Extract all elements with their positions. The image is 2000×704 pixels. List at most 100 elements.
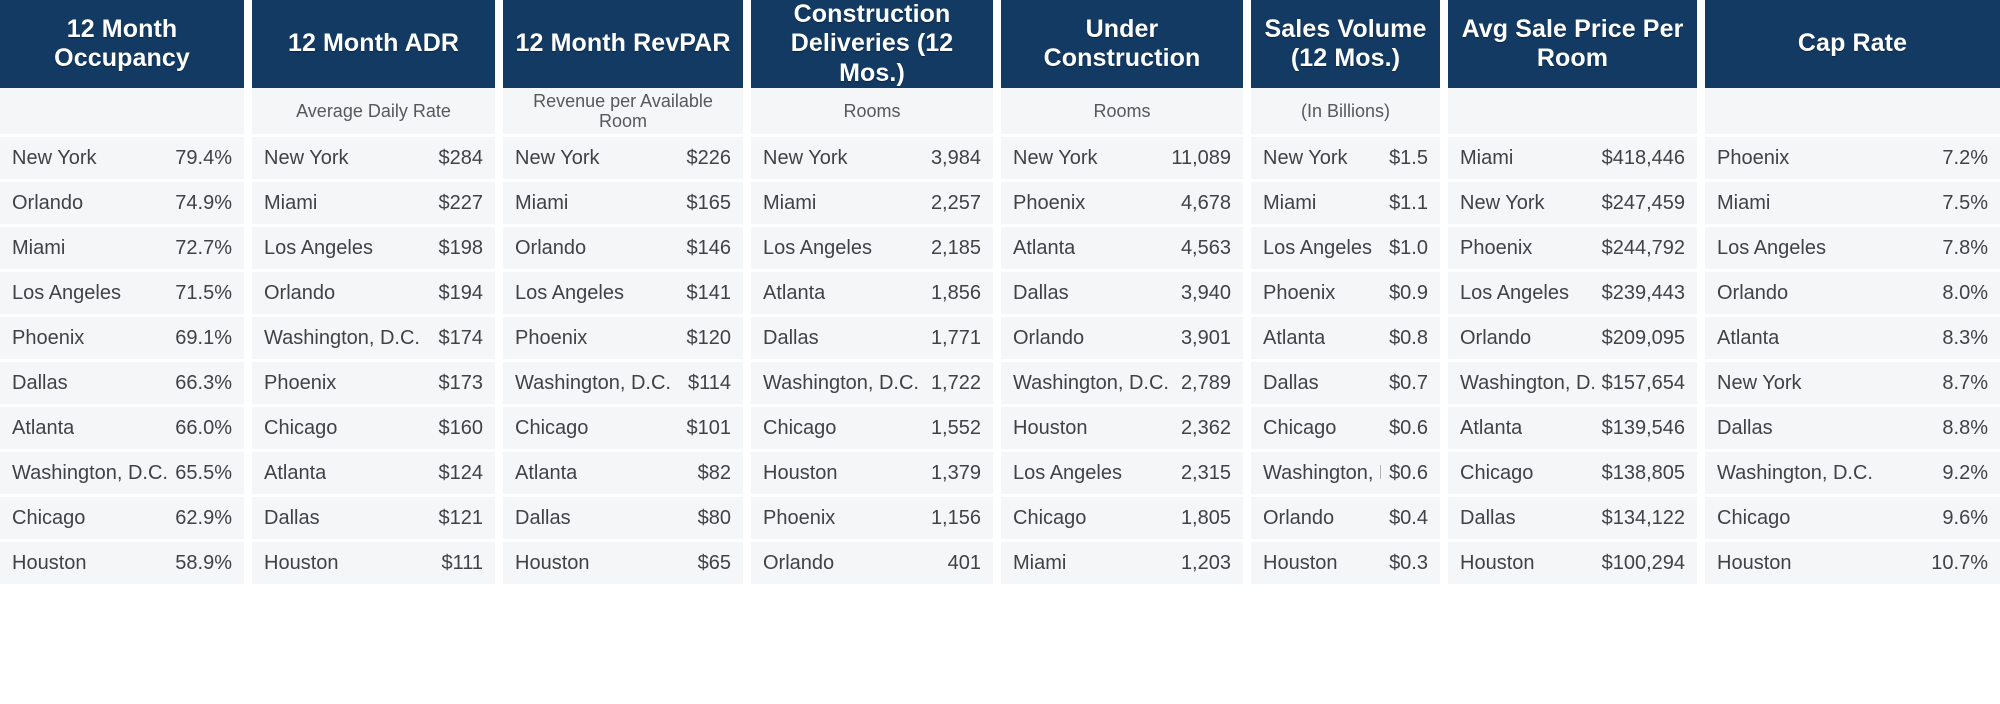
row-value: 74.9% bbox=[175, 191, 232, 214]
table-row: Orlando 401 bbox=[751, 542, 993, 584]
table-row: Washington, D.C. 9.2% bbox=[1705, 452, 2000, 494]
row-city: Dallas bbox=[515, 506, 571, 529]
row-city: Orlando bbox=[1460, 326, 1532, 349]
table-row: New York 11,089 bbox=[1001, 137, 1243, 179]
row-city: Miami bbox=[12, 236, 66, 259]
table-row: Atlanta 4,563 bbox=[1001, 227, 1243, 269]
row-city: Phoenix bbox=[1263, 281, 1336, 304]
row-value: 71.5% bbox=[175, 281, 232, 304]
table-row: Orlando 8.0% bbox=[1705, 272, 2000, 314]
row-value: $198 bbox=[438, 236, 484, 259]
metric-column: Cap Rate Phoenix 7.2% Miami 7.5% Los Angeles 7… bbox=[1705, 0, 2000, 704]
table-row: Chicago 62.9% bbox=[0, 497, 244, 539]
table-row: Atlanta $0.8 bbox=[1251, 317, 1440, 359]
row-value: 2,257 bbox=[930, 191, 981, 214]
row-value: $139,546 bbox=[1601, 416, 1685, 439]
table-row: Los Angeles 2,185 bbox=[751, 227, 993, 269]
table-row: Los Angeles $141 bbox=[503, 272, 743, 314]
row-value: 1,379 bbox=[930, 461, 981, 484]
column-header: Construction Deliveries (12 Mos.) bbox=[751, 0, 993, 88]
table-row: Los Angeles $239,443 bbox=[1448, 272, 1697, 314]
table-row: Chicago 1,552 bbox=[751, 407, 993, 449]
column-rows: New York 11,089 Phoenix 4,678 Atlanta 4,563 Da… bbox=[1001, 137, 1243, 704]
row-value: $65 bbox=[697, 551, 731, 574]
row-value: $134,122 bbox=[1601, 506, 1685, 529]
row-value: $138,805 bbox=[1601, 461, 1685, 484]
column-header: Avg Sale Price Per Room bbox=[1448, 0, 1697, 88]
column-rows: New York 79.4% Orlando 74.9% Miami 72.7% Los A… bbox=[0, 137, 244, 704]
column-rows: New York $1.5 Miami $1.1 Los Angeles $1.0 Phoe… bbox=[1251, 137, 1440, 704]
table-row: Chicago $138,805 bbox=[1448, 452, 1697, 494]
table-row: Phoenix 7.2% bbox=[1705, 137, 2000, 179]
row-value: $157,654 bbox=[1601, 371, 1685, 394]
row-value: 7.5% bbox=[1942, 191, 1988, 214]
row-value: $0.4 bbox=[1389, 506, 1428, 529]
row-value: $0.3 bbox=[1389, 551, 1428, 574]
column-subheader bbox=[1448, 88, 1697, 134]
table-row: Atlanta $82 bbox=[503, 452, 743, 494]
table-row: Chicago $160 bbox=[252, 407, 495, 449]
table-row: Orlando $194 bbox=[252, 272, 495, 314]
table-row: Washington, D.C. 2,789 bbox=[1001, 362, 1243, 404]
row-value: 1,156 bbox=[930, 506, 981, 529]
table-row: Miami 2,257 bbox=[751, 182, 993, 224]
row-value: $244,792 bbox=[1601, 236, 1685, 259]
table-row: New York $226 bbox=[503, 137, 743, 179]
table-row: Houston 1,379 bbox=[751, 452, 993, 494]
table-row: Orlando 74.9% bbox=[0, 182, 244, 224]
row-city: Chicago bbox=[515, 416, 589, 439]
table-row: Los Angeles 71.5% bbox=[0, 272, 244, 314]
table-row: Orlando $146 bbox=[503, 227, 743, 269]
column-subheader bbox=[1705, 88, 2000, 134]
table-row: Houston $111 bbox=[252, 542, 495, 584]
row-city: Atlanta bbox=[12, 416, 75, 439]
row-city: Orlando bbox=[1717, 281, 1789, 304]
row-city: New York bbox=[1263, 146, 1348, 169]
row-value: $101 bbox=[686, 416, 732, 439]
row-city: Dallas bbox=[1263, 371, 1319, 394]
row-city: Houston bbox=[12, 551, 87, 574]
column-header: 12 Month RevPAR bbox=[503, 0, 743, 88]
row-city: Washington, D.C. bbox=[763, 371, 919, 394]
row-city: Dallas bbox=[763, 326, 819, 349]
table-row: Phoenix $0.9 bbox=[1251, 272, 1440, 314]
table-row: Los Angeles 2,315 bbox=[1001, 452, 1243, 494]
row-value: 4,678 bbox=[1180, 191, 1231, 214]
row-value: 2,185 bbox=[930, 236, 981, 259]
row-value: 1,856 bbox=[930, 281, 981, 304]
row-city: Phoenix bbox=[264, 371, 337, 394]
table-row: Washington, D.C. $114 bbox=[503, 362, 743, 404]
table-row: Orlando $0.4 bbox=[1251, 497, 1440, 539]
row-value: 69.1% bbox=[175, 326, 232, 349]
table-row: Washington, D.C. 1,722 bbox=[751, 362, 993, 404]
row-city: Houston bbox=[1013, 416, 1088, 439]
table-row: Atlanta 1,856 bbox=[751, 272, 993, 314]
table-row: Dallas $121 bbox=[252, 497, 495, 539]
row-value: 2,315 bbox=[1180, 461, 1231, 484]
row-city: Houston bbox=[1263, 551, 1338, 574]
row-city: Los Angeles bbox=[1013, 461, 1122, 484]
row-value: $160 bbox=[438, 416, 484, 439]
row-value: 2,789 bbox=[1180, 371, 1231, 394]
table-row: Miami $418,446 bbox=[1448, 137, 1697, 179]
row-city: Orlando bbox=[515, 236, 587, 259]
table-row: Houston 10.7% bbox=[1705, 542, 2000, 584]
row-city: Orlando bbox=[763, 551, 835, 574]
row-value: $0.9 bbox=[1389, 281, 1428, 304]
row-value: $124 bbox=[438, 461, 484, 484]
row-value: 10.7% bbox=[1931, 551, 1988, 574]
column-subheader bbox=[0, 88, 244, 134]
row-value: $1.1 bbox=[1389, 191, 1428, 214]
row-value: 7.2% bbox=[1942, 146, 1988, 169]
row-city: Phoenix bbox=[12, 326, 85, 349]
table-row: New York $247,459 bbox=[1448, 182, 1697, 224]
table-row: Chicago $101 bbox=[503, 407, 743, 449]
row-city: Chicago bbox=[1460, 461, 1534, 484]
table-row: New York 3,984 bbox=[751, 137, 993, 179]
row-value: $226 bbox=[686, 146, 732, 169]
row-city: Miami bbox=[1717, 191, 1771, 214]
row-city: Houston bbox=[763, 461, 838, 484]
metric-column: 12 Month ADR Average Daily Rate New York $2… bbox=[252, 0, 503, 704]
column-subheader: Rooms bbox=[1001, 88, 1243, 134]
table-row: Phoenix 4,678 bbox=[1001, 182, 1243, 224]
